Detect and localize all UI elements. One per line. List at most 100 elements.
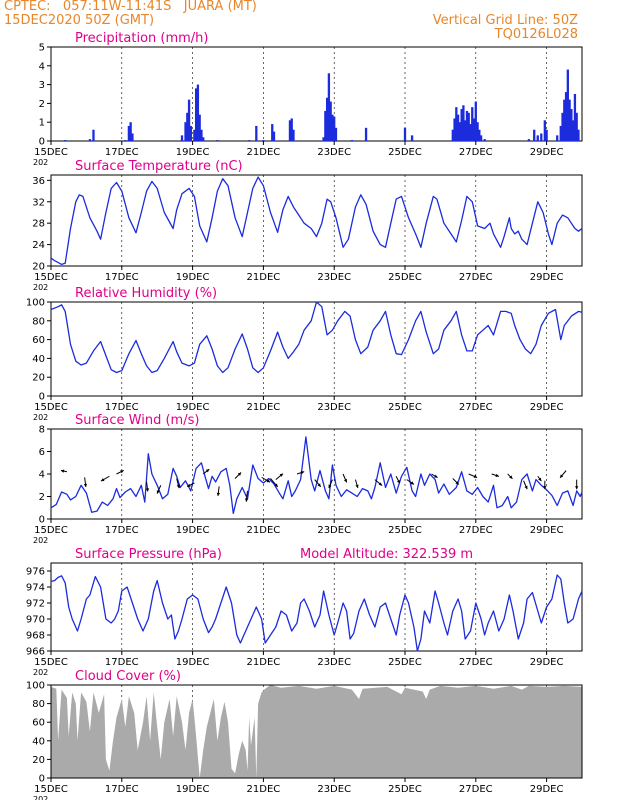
x-tick-label: 25DEC bbox=[388, 657, 422, 668]
wind-arrow-head bbox=[455, 481, 459, 485]
precip-bar bbox=[327, 73, 331, 141]
x-tick-label: 21DEC bbox=[247, 525, 281, 536]
y-tick-label: 6 bbox=[39, 447, 45, 458]
y-tick-label: 36 bbox=[32, 176, 45, 187]
wind-arrow-head bbox=[145, 488, 150, 492]
panel-5 bbox=[47, 684, 583, 782]
y-tick-label: 0 bbox=[39, 392, 45, 403]
x-tick-label: 25DEC bbox=[388, 402, 422, 413]
y-tick-label: 80 bbox=[32, 316, 45, 327]
x-tick-label: 15DEC bbox=[34, 657, 68, 668]
x-tick-label: 21DEC bbox=[247, 402, 281, 413]
wind-arrow-head bbox=[274, 483, 278, 487]
precip-bar bbox=[570, 109, 573, 141]
x-tick-label: 29DEC bbox=[530, 784, 564, 795]
y-tick-label: 2 bbox=[39, 99, 45, 110]
wind-arrow-head bbox=[378, 482, 383, 486]
wind-arrow-head bbox=[216, 492, 220, 496]
x-tick-label: 17DEC bbox=[105, 402, 139, 413]
x-tick-label: 25DEC bbox=[388, 147, 422, 158]
wind-arrow-head bbox=[509, 475, 513, 479]
panel-0 bbox=[47, 46, 583, 145]
precip-bar bbox=[455, 107, 458, 141]
precip-bar bbox=[364, 127, 368, 141]
x-tick-label: 21DEC bbox=[247, 147, 281, 158]
x-tick-label: 23DEC bbox=[317, 657, 351, 668]
wind-arrow-head bbox=[237, 472, 242, 476]
header-datetime: 15DEC2020 50Z (GMT) bbox=[4, 13, 155, 28]
panel-1 bbox=[47, 174, 583, 270]
precip-bar bbox=[290, 118, 293, 141]
wind-arrow-head bbox=[328, 484, 332, 488]
precip-bar bbox=[566, 69, 569, 141]
x-year-stub: 202 bbox=[33, 158, 48, 167]
y-tick-label: 970 bbox=[26, 615, 45, 626]
x-tick-label: 29DEC bbox=[530, 147, 564, 158]
precip-bar bbox=[88, 139, 92, 141]
y-tick-label: 3 bbox=[39, 80, 45, 91]
precip-bar bbox=[453, 118, 456, 141]
x-year-stub: 202 bbox=[33, 795, 48, 800]
y-tick-label: 60 bbox=[32, 335, 45, 346]
x-year-stub: 202 bbox=[33, 413, 48, 422]
wind-arrow-head bbox=[410, 481, 414, 485]
panel-title: Relative Humidity (%) bbox=[75, 286, 217, 301]
y-tick-label: 0 bbox=[39, 137, 45, 148]
x-tick-label: 23DEC bbox=[317, 784, 351, 795]
precip-bar bbox=[483, 139, 486, 141]
x-tick-label: 27DEC bbox=[459, 272, 493, 283]
x-tick-label: 19DEC bbox=[176, 657, 210, 668]
precip-bar bbox=[403, 127, 407, 141]
wind-arrow-head bbox=[60, 469, 65, 473]
x-tick-label: 27DEC bbox=[459, 525, 493, 536]
precip-bar bbox=[577, 129, 580, 141]
x-tick-label: 25DEC bbox=[388, 525, 422, 536]
panel-frame bbox=[50, 562, 583, 652]
panel-title: Surface Temperature (nC) bbox=[75, 159, 243, 174]
panel-title: Surface Wind (m/s) bbox=[75, 413, 199, 428]
wind-arrow-head bbox=[524, 485, 528, 490]
precip-bar bbox=[288, 120, 292, 141]
precip-bar bbox=[561, 112, 564, 141]
wind-arrow-head bbox=[434, 474, 438, 478]
x-tick-label: 27DEC bbox=[459, 784, 493, 795]
precip-bar bbox=[564, 92, 568, 141]
wind-arrow-head bbox=[538, 477, 542, 482]
precip-bar bbox=[331, 114, 334, 141]
precip-bar bbox=[462, 105, 465, 141]
precip-bar bbox=[131, 133, 134, 141]
wind-arrow-head bbox=[473, 474, 478, 478]
wind-arrow-head bbox=[543, 486, 547, 490]
precip-bar bbox=[189, 125, 192, 141]
precip-bar bbox=[556, 135, 559, 141]
wind-arrow-head bbox=[205, 469, 210, 473]
x-tick-label: 27DEC bbox=[459, 402, 493, 413]
x-tick-label: 15DEC bbox=[34, 784, 68, 795]
series-line bbox=[50, 574, 583, 652]
precip-bar bbox=[572, 120, 575, 141]
y-tick-label: 40 bbox=[32, 354, 45, 365]
precip-bar bbox=[334, 127, 338, 141]
precip-bar bbox=[180, 135, 184, 141]
precip-bar bbox=[456, 114, 460, 141]
precip-bar bbox=[333, 116, 336, 141]
wind-arrow-head bbox=[101, 478, 105, 482]
x-year-stub: 202 bbox=[33, 536, 48, 545]
precip-bar bbox=[248, 140, 251, 141]
panel-frame-overlay bbox=[50, 684, 583, 779]
precip-bar bbox=[527, 139, 531, 141]
precip-bar bbox=[325, 97, 329, 141]
y-tick-label: 974 bbox=[26, 583, 45, 594]
precip-bar bbox=[187, 99, 191, 141]
precip-bar bbox=[472, 118, 476, 141]
precip-bar bbox=[533, 129, 536, 141]
wind-arrow-head bbox=[120, 470, 124, 474]
wind-arrow-head bbox=[156, 490, 160, 494]
x-tick-label: 29DEC bbox=[530, 525, 564, 536]
x-tick-label: 29DEC bbox=[530, 657, 564, 668]
x-tick-label: 27DEC bbox=[459, 147, 493, 158]
precip-bar bbox=[64, 140, 67, 141]
panel-annotation: Model Altitude: 322.539 m bbox=[300, 547, 473, 562]
y-tick-label: 1 bbox=[39, 118, 45, 129]
